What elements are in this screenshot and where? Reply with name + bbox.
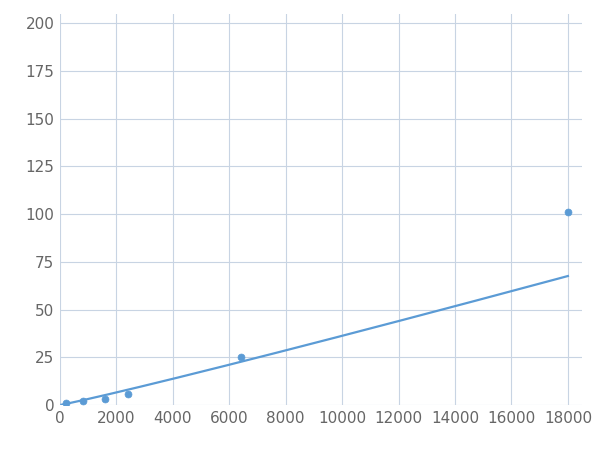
Point bbox=[61, 400, 70, 407]
Point bbox=[78, 398, 88, 405]
Point bbox=[100, 396, 110, 403]
Point bbox=[123, 390, 133, 397]
Point bbox=[563, 208, 572, 216]
Point bbox=[236, 354, 245, 361]
